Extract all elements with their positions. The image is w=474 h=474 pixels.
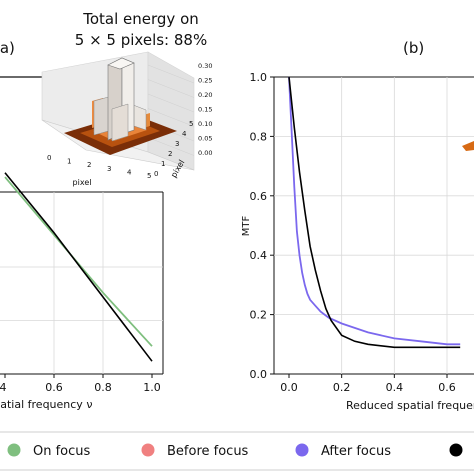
panel-a-grid — [0, 192, 163, 374]
inset-ztick-label: 0.10 — [198, 120, 212, 128]
panel-b-xlabel: Reduced spatial frequenc — [346, 399, 474, 412]
inset-gridline — [147, 137, 195, 156]
panel-a-series-line-1 — [4, 172, 153, 362]
inset-xtick-label: 2 — [87, 161, 91, 169]
inset-ztick-label: 0.25 — [198, 77, 212, 85]
panel-b-series — [288, 76, 461, 349]
panel-b-frame — [273, 76, 474, 375]
inset-ztick-label: 0.30 — [198, 62, 212, 70]
panel-b-xtick-label: 0.2 — [333, 381, 351, 394]
panel-b-ytick-label: 0.2 — [250, 309, 268, 322]
panel-b-xtick-label: 0.4 — [386, 381, 404, 394]
panel-b-label: (b) — [403, 39, 424, 57]
legend-label: After focus — [321, 444, 391, 459]
panel-a-xtick-label: 1.0 — [143, 381, 161, 394]
panel-b-xtick-label: 0.6 — [438, 381, 456, 394]
inset-ytick-label: 3 — [175, 140, 179, 148]
legend-label: On focus — [33, 444, 91, 459]
inset-gridline — [147, 93, 195, 113]
panel-b-xticks: 0.0 0.2 0.4 0.6 — [280, 374, 456, 394]
energy-annotation-line2: 5 × 5 pixels: 88% — [75, 31, 207, 49]
panel-b-ytick-label: 1.0 — [250, 71, 268, 84]
panel-a-plot: 4 0.6 0.8 1.0 spatial frequency ν — [0, 172, 164, 411]
inset-xtick-label: 5 — [147, 172, 151, 180]
energy-annotation-line1: Total energy on — [82, 10, 199, 28]
inset-xtick-label: 3 — [107, 165, 111, 173]
inset-xlabel: pixel — [73, 178, 92, 187]
legend-marker — [295, 443, 309, 457]
panel-b-series-line-1 — [288, 76, 461, 349]
panel-a-xtick-label: 4 — [0, 381, 7, 394]
inset-ztick-label: 0.20 — [198, 91, 212, 99]
legend: On focus Before focus After focus — [0, 431, 474, 471]
inset-ztick-label: 0.05 — [198, 135, 212, 143]
panel-b-xtick-label: 0.0 — [280, 381, 298, 394]
inset-ztick-label: 0.15 — [198, 106, 212, 114]
inset-ytick-label: 2 — [168, 150, 172, 158]
panel-b-ytick-label: 0.8 — [250, 130, 268, 143]
panel-a-xtick-label: 0.6 — [45, 381, 63, 394]
inset-gridline — [147, 79, 195, 98]
inset-ytick-label: 4 — [182, 130, 187, 138]
panel-b-inset-fragment — [462, 141, 474, 151]
panel-a-series — [4, 172, 153, 362]
panel-a: (a) 4 0.6 0.8 1.0 spatial frequency ν Total… — [0, 10, 212, 411]
panel-a-label: (a) — [0, 39, 15, 57]
inset-gridline — [147, 108, 195, 127]
legend-marker — [141, 443, 155, 457]
panel-b-grid — [274, 77, 474, 374]
inset-bar-front — [111, 103, 129, 142]
legend-box — [0, 431, 474, 471]
inset-gridline — [147, 64, 195, 84]
inset-xtick-label: 4 — [127, 168, 132, 176]
inset-ytick-label: 1 — [161, 160, 165, 168]
panel-b-ytick-label: 0.4 — [250, 249, 268, 262]
inset-xticks: 0 1 2 3 4 5 — [47, 154, 151, 180]
panel-b-yticks: 0.0 0.2 0.4 0.6 0.8 1.0 — [250, 71, 274, 381]
panel-a-xticks: 4 0.6 0.8 1.0 — [0, 374, 161, 394]
inset-ztick-label: 0.00 — [198, 149, 212, 157]
panel-a-xlabel: spatial frequency ν — [0, 398, 92, 411]
legend-label: Before focus — [167, 444, 249, 459]
legend-marker — [7, 443, 21, 457]
inset-xtick-label: 1 — [67, 158, 71, 166]
inset-bar-center-top — [107, 57, 135, 70]
panel-b-series-line-0 — [288, 76, 461, 346]
panel-b-ylabel: MTF — [241, 216, 252, 237]
legend-marker — [449, 443, 463, 457]
inset-ytick-label: 0 — [154, 170, 158, 178]
panel-b-ytick-label: 0.6 — [250, 190, 268, 203]
panel-a-xtick-label: 0.8 — [94, 381, 112, 394]
panel-b-ytick-label: 0.0 — [250, 368, 268, 381]
inset-ytick-label: 5 — [189, 120, 193, 128]
panel-b: (b) 0.0 0.2 0.4 0.6 0.00.20.40.60.81.0 MTF … — [241, 39, 474, 412]
inset-zticks: 0.00 0.05 0.10 0.15 0.20 0.25 0.30 — [198, 62, 212, 157]
inset-xtick-label: 0 — [47, 154, 51, 162]
